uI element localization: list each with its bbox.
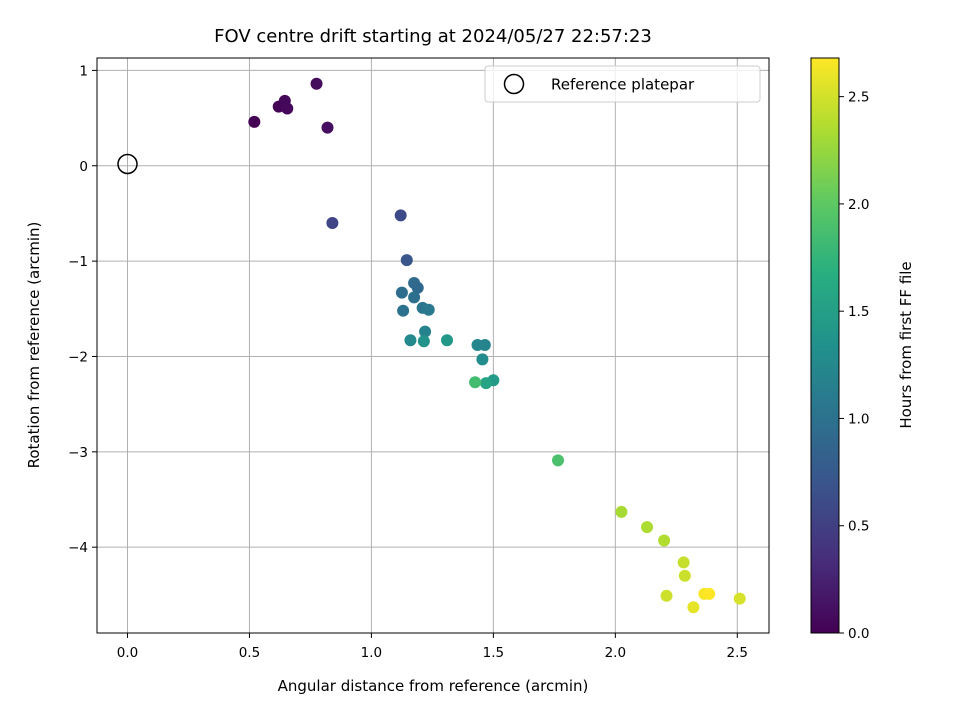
grid — [97, 58, 769, 633]
y-tick-label: −4 — [68, 540, 88, 556]
colorbar-tick-label: 1.0 — [848, 411, 869, 427]
x-tick-label: 1.5 — [483, 645, 504, 661]
scatter-point — [321, 121, 334, 134]
colorbar-tick-label: 2.0 — [848, 197, 869, 213]
reference-platepar-marker — [117, 153, 138, 175]
y-axis-ticks: 1 0 −1 −2 −3 −4 — [68, 63, 97, 556]
x-axis-ticks: 0.0 0.5 1.0 1.5 2.0 2.5 — [117, 633, 748, 661]
chart-title: FOV centre drift starting at 2024/05/27 … — [214, 26, 652, 47]
scatter-point — [641, 521, 654, 534]
scatter-point — [310, 77, 323, 90]
legend-label: Reference platepar — [551, 76, 695, 94]
colorbar-frame — [810, 57, 840, 634]
scatter-point — [326, 216, 339, 229]
scatter-point — [552, 454, 565, 467]
y-tick-label: 1 — [79, 63, 88, 79]
scatter-point — [478, 339, 491, 352]
scatter-points — [248, 77, 746, 614]
legend-reference-marker — [503, 73, 525, 95]
scatter-point — [469, 376, 482, 389]
scatter-point — [480, 377, 493, 390]
scatter-point — [411, 281, 424, 294]
scatter-point — [395, 286, 408, 299]
colorbar-tick-label: 2.5 — [848, 90, 869, 106]
x-tick-label: 0.0 — [117, 645, 138, 661]
x-tick-label: 0.5 — [239, 645, 260, 661]
x-tick-label: 1.0 — [361, 645, 382, 661]
scatter-point — [703, 587, 716, 600]
y-tick-label: −1 — [68, 254, 88, 270]
scatter-point — [476, 353, 489, 366]
legend-box — [484, 65, 761, 103]
scatter-point — [281, 102, 294, 115]
colorbar-gradient — [811, 58, 839, 633]
colorbar-label: Hours from first FF file — [897, 261, 915, 428]
scatter-point — [733, 592, 746, 605]
colorbar-tick-label: 0.5 — [848, 519, 869, 535]
colorbar-ticks: 0.0 0.5 1.0 1.5 2.0 2.5 — [839, 90, 869, 642]
legend: Reference platepar — [484, 65, 761, 103]
scatter-point — [248, 115, 261, 128]
y-tick-label: −2 — [68, 349, 88, 365]
y-axis-label: Rotation from reference (arcmin) — [25, 222, 43, 469]
scatter-point — [404, 334, 417, 347]
scatter-point — [419, 325, 432, 338]
scatter-point — [394, 209, 407, 222]
scatter-point — [441, 334, 454, 347]
scatter-point — [397, 304, 410, 317]
scatter-point — [400, 254, 413, 267]
scatter-point — [417, 335, 430, 348]
scatter-point — [658, 534, 671, 547]
colorbar: 0.0 0.5 1.0 1.5 2.0 2.5 Hours from first FF f… — [810, 57, 915, 642]
scatter-point — [615, 505, 628, 518]
x-tick-label: 2.0 — [605, 645, 626, 661]
scatter-point — [687, 601, 700, 614]
scatter-point — [408, 291, 421, 304]
scatter-point — [422, 303, 435, 316]
x-axis-label: Angular distance from reference (arcmin) — [278, 677, 589, 695]
colorbar-tick-label: 1.5 — [848, 304, 869, 320]
y-tick-label: 0 — [79, 159, 88, 175]
scatter-point — [678, 569, 691, 582]
y-tick-label: −3 — [68, 445, 88, 461]
colorbar-tick-label: 0.0 — [848, 626, 869, 642]
scatter-point — [677, 556, 690, 569]
scatter-point — [660, 589, 673, 602]
x-tick-label: 2.5 — [727, 645, 748, 661]
plot-frame — [96, 57, 770, 634]
